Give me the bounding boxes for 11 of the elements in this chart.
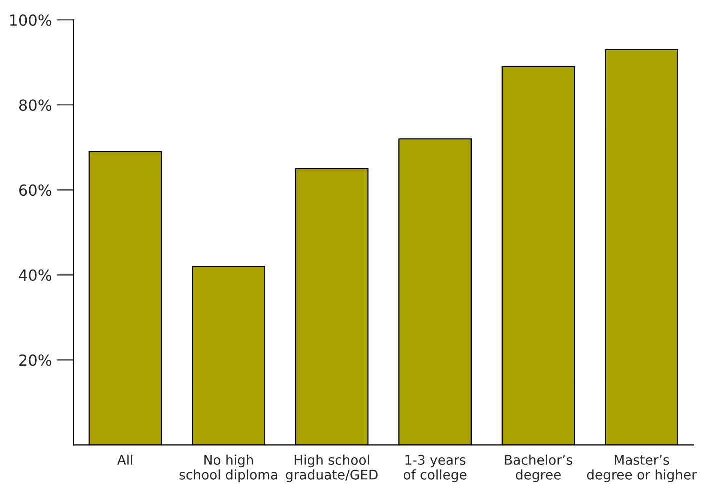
y-tick-label: 80% — [19, 100, 52, 112]
x-tick-label: All — [117, 454, 132, 465]
y-tick-label: 40% — [19, 270, 52, 282]
y-tick-label: 100% — [10, 14, 52, 26]
x-tick-label: Bachelor’s degree — [505, 454, 572, 482]
x-tick-label: 1-3 years of college — [404, 455, 467, 482]
x-tick-label: Master’s degree or higher — [587, 455, 698, 482]
y-tick-label: 20% — [20, 354, 52, 366]
x-tick-label: No high school diploma — [180, 454, 278, 482]
x-tick-label: High school graduate/GED — [286, 454, 378, 482]
y-tick-label: 60% — [20, 184, 52, 196]
